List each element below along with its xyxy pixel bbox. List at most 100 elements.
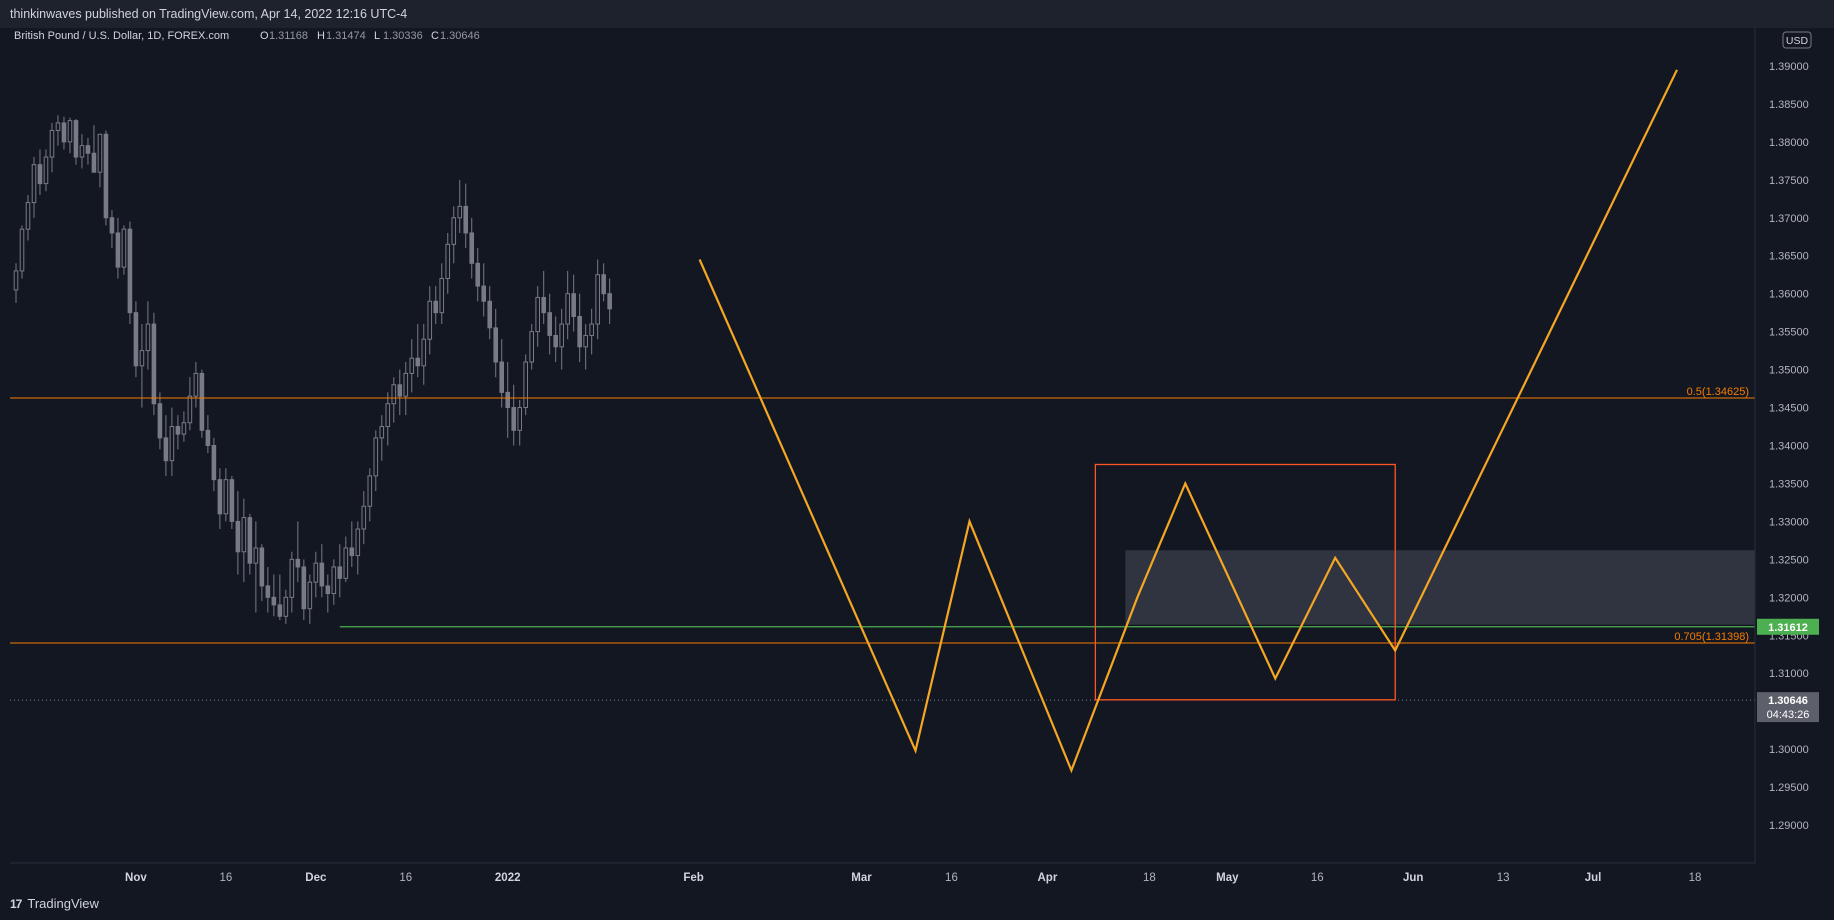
candle: [541, 270, 546, 325]
candle: [151, 312, 157, 416]
y-tick-label: 1.37500: [1769, 175, 1809, 187]
candle: [259, 544, 265, 602]
candle-body-down: [103, 133, 109, 219]
candle-body-up: [451, 217, 457, 245]
candle: [223, 468, 229, 522]
candle-body-down: [319, 562, 325, 587]
candle-body-down: [109, 217, 115, 234]
candle: [349, 521, 355, 567]
y-tick-label: 1.29500: [1769, 782, 1809, 794]
candle-body-down: [85, 145, 91, 154]
legend-l-label: L: [374, 30, 380, 42]
candle: [571, 274, 576, 332]
tradingview-logo[interactable]: 17 TradingView: [10, 896, 99, 911]
candle-body-down: [259, 547, 265, 587]
candle: [145, 301, 151, 370]
candle: [253, 521, 259, 613]
candle: [481, 263, 487, 317]
candle: [601, 263, 606, 302]
candle: [355, 521, 361, 575]
candle: [361, 491, 367, 545]
candle-body-up: [457, 205, 463, 219]
candle: [457, 179, 463, 233]
candle-body-up: [79, 145, 85, 158]
candle-body-down: [415, 357, 421, 367]
candle-body-up: [343, 547, 349, 579]
fib-label: 0.5(1.34625): [1687, 386, 1749, 398]
candle-body-down: [37, 164, 43, 185]
candle-body-up: [421, 338, 427, 367]
candle-body-up: [19, 228, 25, 272]
candle-body-up: [289, 558, 295, 598]
candle: [421, 324, 427, 385]
legend-h-value: 1.31474: [326, 30, 366, 42]
candle-body-up: [145, 323, 151, 352]
candle: [79, 134, 85, 169]
candle: [43, 149, 49, 192]
candle: [313, 551, 319, 598]
footer: 17 TradingView: [0, 888, 1834, 920]
candle-body-up: [181, 422, 187, 435]
candle: [97, 133, 103, 188]
chart-area[interactable]: 0.5(1.34625) 0.705(1.31398) USD 1.39000 1.3…: [10, 28, 1834, 895]
candle: [475, 248, 481, 302]
candle-body-up: [139, 350, 145, 367]
candle-body-up: [25, 202, 31, 230]
candle: [559, 308, 564, 370]
candle: [217, 468, 223, 529]
last-price-badge: [1757, 692, 1819, 723]
candle: [301, 559, 307, 621]
drawings-layer: 0.5(1.34625) 0.705(1.31398): [10, 69, 1755, 774]
candle: [67, 117, 73, 154]
candle-body-up: [31, 164, 37, 204]
publish-header: thinkinwaves published on TradingView.co…: [0, 0, 1834, 28]
candle-body-up: [409, 357, 415, 374]
candle: [415, 324, 421, 378]
fib-label: 0.705(1.31398): [1674, 631, 1749, 643]
candle-body-up: [535, 296, 540, 333]
candle-body-down: [601, 274, 606, 295]
candle: [427, 286, 433, 355]
x-tick-label: 18: [1689, 872, 1702, 884]
price-chart[interactable]: 0.5(1.34625) 0.705(1.31398) USD 1.39000 1.3…: [10, 28, 1834, 895]
y-tick-label: 1.36000: [1769, 289, 1809, 301]
candle-body-down: [73, 120, 79, 158]
candle: [565, 270, 570, 340]
candle: [439, 263, 445, 325]
ohlc-legend: British Pound / U.S. Dollar, 1D, FOREX.c…: [14, 30, 480, 42]
candle: [367, 468, 373, 522]
candle: [403, 362, 409, 416]
symbol-label: British Pound / U.S. Dollar, 1D, FOREX.c…: [14, 30, 229, 42]
candle-body-down: [463, 205, 469, 234]
candle-body-up: [427, 300, 433, 340]
y-tick-label: 1.38000: [1769, 137, 1809, 149]
candle: [445, 232, 451, 294]
candle: [211, 437, 217, 492]
candle: [397, 369, 403, 416]
target-box: [1094, 463, 1396, 701]
currency-box: [1782, 31, 1812, 49]
candle-body-down: [247, 517, 253, 564]
candle-body-down: [571, 293, 576, 317]
candle: [319, 544, 325, 598]
x-tick-label: 16: [399, 872, 412, 884]
candle: [157, 392, 163, 450]
candle-body-up: [595, 274, 600, 325]
countdown-label: 04:43:26: [1767, 709, 1810, 721]
candle: [247, 513, 253, 575]
candle: [391, 377, 397, 423]
x-tick-label: Jun: [1403, 872, 1423, 884]
y-tick-label: 1.32500: [1769, 554, 1809, 566]
x-tick-label: 16: [1311, 872, 1324, 884]
candle: [49, 122, 55, 173]
candle-body-down: [163, 437, 169, 462]
x-tick-label: Dec: [305, 872, 327, 884]
candle: [19, 225, 25, 279]
candle: [607, 278, 612, 325]
candle: [55, 115, 61, 146]
price-axis-bg: [1755, 28, 1834, 895]
candle-body-up: [13, 270, 19, 291]
candle-body-up: [55, 122, 61, 131]
candle: [37, 149, 43, 195]
y-tick-label: 1.39000: [1769, 61, 1809, 73]
